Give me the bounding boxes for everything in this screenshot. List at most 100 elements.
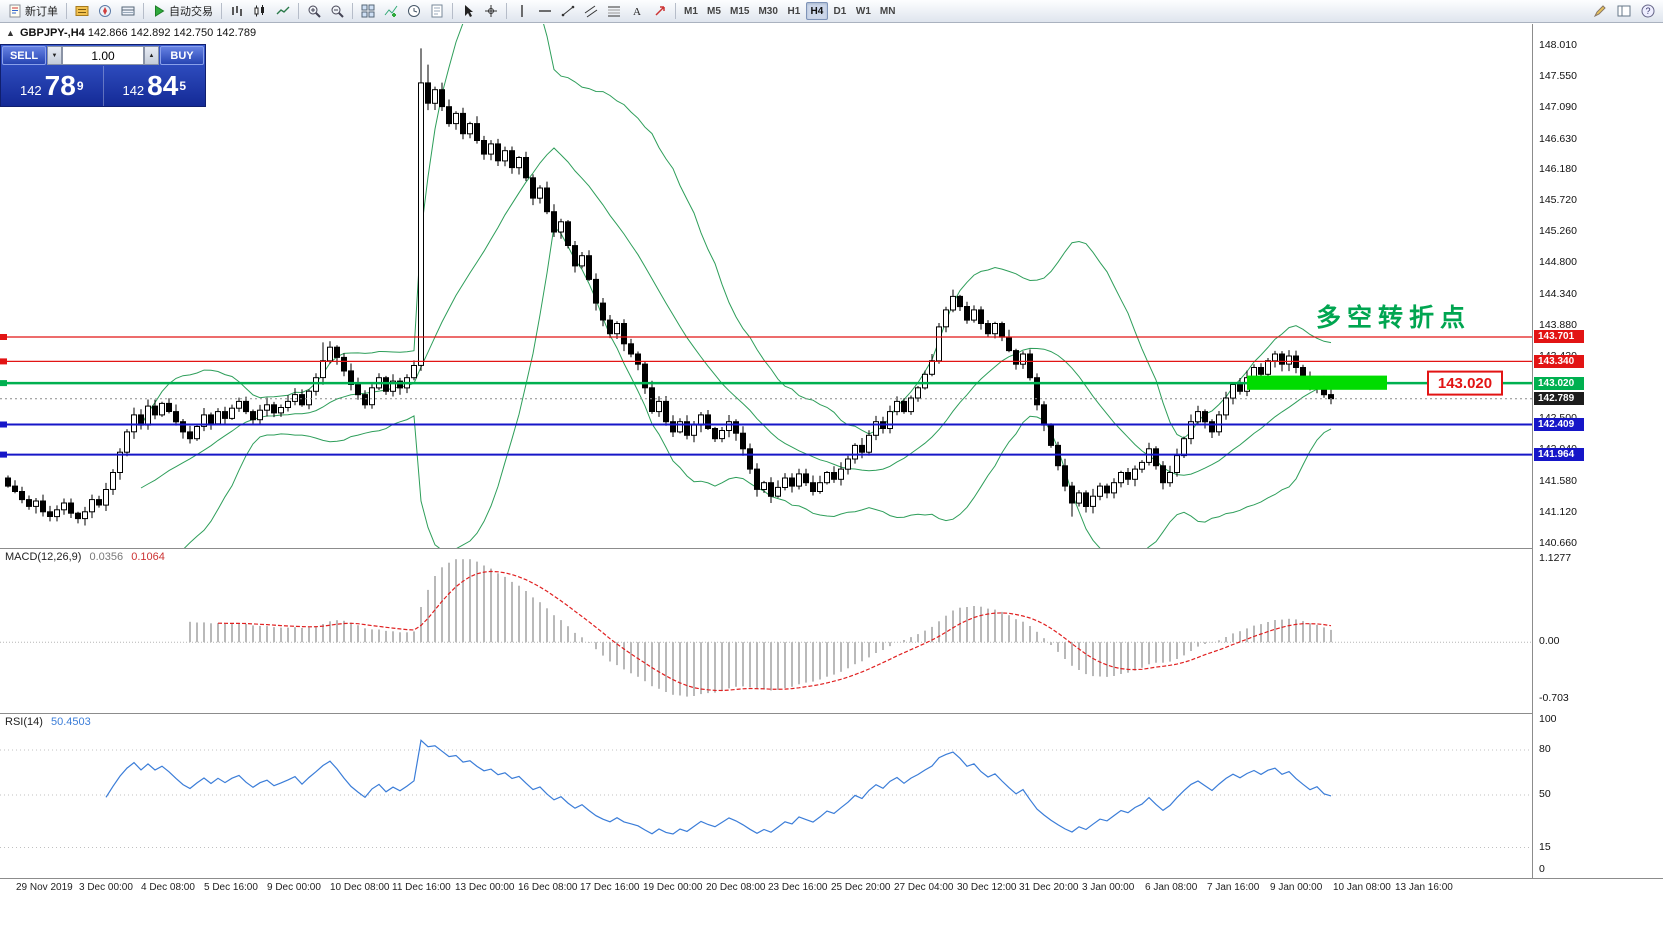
trendline-button[interactable] <box>557 1 579 21</box>
bar-chart-button[interactable] <box>226 1 248 21</box>
level-price-label-142.409: 142.409 <box>1534 418 1584 431</box>
toolbar-separator <box>675 3 676 19</box>
templates-button[interactable] <box>426 1 448 21</box>
time-label-8: 16 Dec 08:00 <box>518 882 578 893</box>
time-label-3: 5 Dec 16:00 <box>204 882 258 893</box>
time-label-18: 6 Jan 08:00 <box>1145 882 1198 893</box>
price-axis[interactable]: 148.010 147.550 147.090 146.630 146.180 145.7… <box>1532 24 1663 878</box>
ask-price[interactable]: 142 84 5 <box>104 66 206 106</box>
macd-axis--0.703: -0.703 <box>1539 692 1569 704</box>
timeframe-m1-button[interactable]: M1 <box>680 2 702 20</box>
symbol-triangle-icon: ▲ <box>6 28 15 38</box>
time-label-20: 9 Jan 00:00 <box>1270 882 1323 893</box>
rsi-axis-15: 15 <box>1539 841 1551 853</box>
zoom-out-button[interactable] <box>326 1 348 21</box>
toolbar-separator <box>506 3 507 19</box>
auto-trading-button-label: 自动交易 <box>169 6 213 18</box>
rsi-panel[interactable]: RSI(14) 50.4503 <box>0 713 1532 878</box>
toolbar-separator <box>66 3 67 19</box>
trendline-icon <box>561 4 575 18</box>
time-axis[interactable]: 29 Nov 2019 3 Dec 00:00 4 Dec 08:00 5 Dec 1… <box>0 878 1663 899</box>
text-icon: A <box>630 4 644 18</box>
timeframe-h4-button[interactable]: H4 <box>805 2 828 20</box>
line-chart-button[interactable] <box>272 1 294 21</box>
crosshair-button[interactable] <box>480 1 502 21</box>
price-tag-box[interactable] <box>1427 370 1503 396</box>
tile-windows-button[interactable] <box>357 1 379 21</box>
time-label-12: 23 Dec 16:00 <box>768 882 828 893</box>
indicator-list-button[interactable] <box>380 1 402 21</box>
bollinger-middle-band <box>140 147 1332 489</box>
volume-decrease-button[interactable]: ▼ <box>47 46 62 65</box>
time-label-2: 4 Dec 08:00 <box>141 882 195 893</box>
auto-trading-button[interactable]: 自动交易 <box>148 1 217 21</box>
level-price-label-141.964: 141.964 <box>1534 448 1584 461</box>
candle-chart-button[interactable] <box>249 1 271 21</box>
text-button[interactable]: A <box>626 1 648 21</box>
time-label-21: 10 Jan 08:00 <box>1333 882 1391 893</box>
market-watch-icon <box>75 4 89 18</box>
periods-button[interactable] <box>403 1 425 21</box>
zoom-out-icon <box>330 4 344 18</box>
time-label-5: 10 Dec 08:00 <box>330 882 390 893</box>
help-button[interactable]: ? <box>1637 1 1659 21</box>
zoom-in-icon <box>307 4 321 18</box>
toolbar-separator <box>221 3 222 19</box>
rsi-line <box>105 739 1332 835</box>
turning-point-annotation[interactable]: 多空转折点 <box>1316 303 1471 332</box>
chart-ohlc-values: 142.866 142.892 142.750 142.789 <box>87 27 257 39</box>
bid-sup: 9 <box>76 79 84 93</box>
cursor-button[interactable] <box>457 1 479 21</box>
macd-value-signal: 0.1064 <box>131 551 165 563</box>
new-order-button[interactable]: 新订单 <box>4 1 62 21</box>
timeframe-h1-button[interactable]: H1 <box>783 2 805 20</box>
timeframe-m15-button[interactable]: M15 <box>726 2 753 20</box>
time-label-4: 9 Dec 00:00 <box>267 882 321 893</box>
macd-panel[interactable]: MACD(12,26,9) 0.0356 0.1064 <box>0 548 1532 713</box>
macd-axis-0.00: 0.00 <box>1539 635 1560 647</box>
macd-axis-1.1277: 1.1277 <box>1539 552 1572 564</box>
volume-input[interactable] <box>62 46 144 65</box>
buy-button[interactable]: BUY <box>160 46 204 65</box>
price-tick-146.180: 146.180 <box>1539 163 1577 175</box>
rsi-axis-50: 50 <box>1539 788 1551 800</box>
main-chart[interactable]: 多空转折点 143.020 ▲ GBPJPY-,H4 142.866 142.89… <box>0 24 1532 548</box>
price-tick-145.260: 145.260 <box>1539 225 1577 237</box>
macd-value-main: 0.0356 <box>89 551 124 563</box>
arrows-button[interactable] <box>649 1 671 21</box>
bollinger-lower-band <box>183 225 1332 548</box>
time-label-13: 25 Dec 20:00 <box>831 882 891 893</box>
line-icon <box>276 4 290 18</box>
market-watch-button[interactable] <box>71 1 93 21</box>
navigator-button[interactable] <box>94 1 116 21</box>
timeframe-w1-button[interactable]: W1 <box>852 2 875 20</box>
candlestick-plot[interactable]: 多空转折点 143.020 <box>0 24 1532 548</box>
terminal-button[interactable] <box>117 1 139 21</box>
draw-pencil-button[interactable] <box>1589 1 1611 21</box>
periods-icon <box>407 4 421 18</box>
bid-price[interactable]: 142 78 9 <box>1 66 104 106</box>
macd-plot <box>0 559 1532 697</box>
highlight-rectangle[interactable] <box>1247 375 1387 390</box>
sell-button[interactable]: SELL <box>2 46 46 65</box>
zoom-in-button[interactable] <box>303 1 325 21</box>
channel-icon <box>584 4 598 18</box>
ask-sup: 5 <box>179 79 187 93</box>
toolbar-separator <box>452 3 453 19</box>
timeframe-m30-button[interactable]: M30 <box>754 2 781 20</box>
tile-icon <box>361 4 375 18</box>
bollinger-upper-band <box>140 24 1332 439</box>
rsi-name: RSI <box>5 716 24 728</box>
timeframe-m5-button[interactable]: M5 <box>703 2 725 20</box>
level-price-label-143.701: 143.701 <box>1534 330 1584 343</box>
layout-button[interactable] <box>1613 1 1635 21</box>
time-label-22: 13 Jan 16:00 <box>1395 882 1453 893</box>
fibonacci-button[interactable] <box>603 1 625 21</box>
timeframe-d1-button[interactable]: D1 <box>829 2 851 20</box>
bid-big: 78 <box>44 70 76 101</box>
timeframe-mn-button[interactable]: MN <box>876 2 900 20</box>
volume-increase-button[interactable]: ▲ <box>144 46 159 65</box>
vertical-line-button[interactable] <box>511 1 533 21</box>
channel-button[interactable] <box>580 1 602 21</box>
horizontal-line-button[interactable] <box>534 1 556 21</box>
